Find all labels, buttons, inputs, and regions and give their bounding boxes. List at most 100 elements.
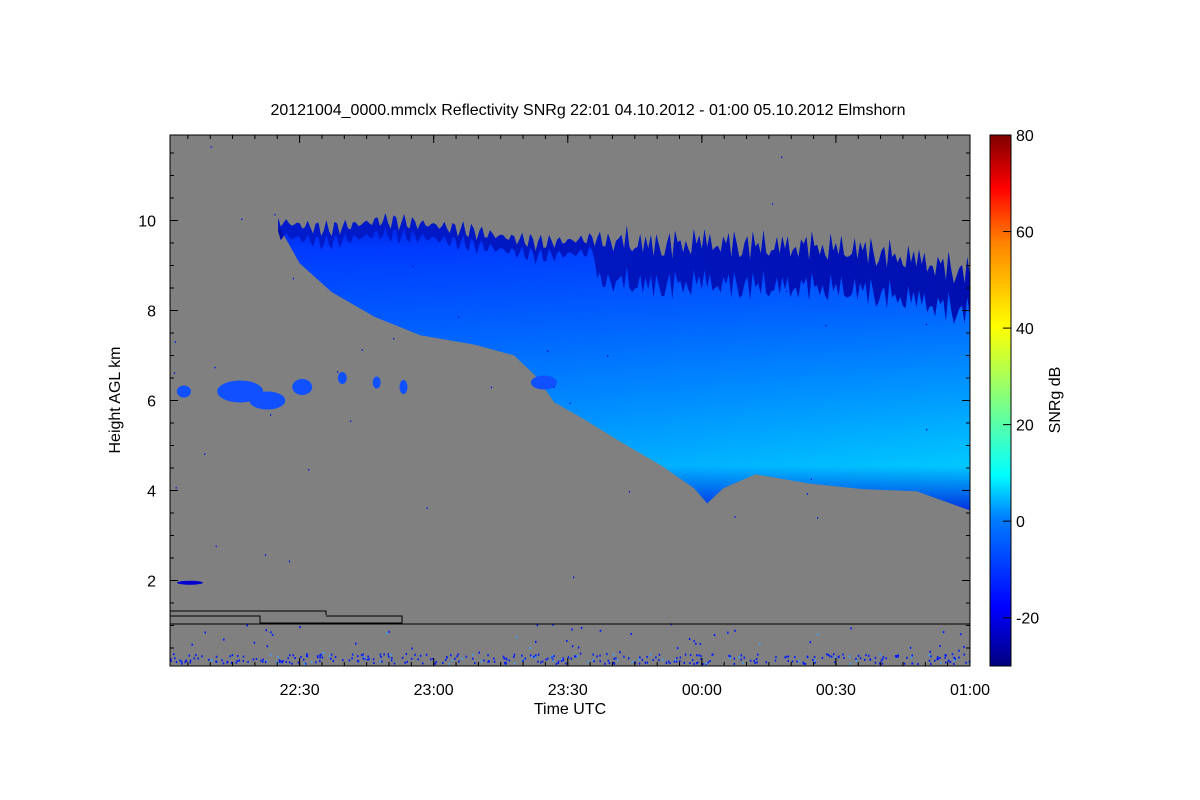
clutter-dot [785, 655, 788, 658]
clutter-dot [616, 659, 619, 662]
clutter-dot [364, 657, 366, 660]
clutter-dot [834, 661, 836, 664]
noise-dot [458, 316, 460, 318]
clutter-dot [448, 662, 450, 665]
clutter-dot [655, 656, 657, 659]
clutter-dot [804, 662, 807, 665]
noise-dot [288, 560, 291, 563]
clutter-dot [461, 657, 463, 660]
clutter-dot [291, 662, 293, 665]
clutter-dot [529, 654, 532, 657]
clutter-dot [226, 660, 229, 663]
y-tick-label: 8 [147, 304, 156, 321]
clutter-dot [503, 657, 505, 660]
noise-dot [785, 290, 788, 292]
clutter-dot [675, 660, 678, 663]
clutter-dot [709, 660, 711, 662]
clutter-dot [456, 655, 458, 658]
x-tick-label: 23:30 [548, 682, 588, 699]
clutter-dot [379, 653, 382, 656]
clutter-dot [641, 658, 643, 661]
clutter-dot [613, 657, 615, 660]
clutter-dot [843, 657, 845, 659]
clutter-dot [174, 657, 176, 660]
clutter-dot [936, 656, 939, 658]
clutter-dot [571, 628, 573, 631]
clutter-dot [381, 660, 383, 663]
clutter-dot [939, 656, 941, 659]
noise-dot [825, 324, 827, 327]
clutter-dot [599, 654, 601, 657]
clutter-dot [223, 638, 225, 641]
clutter-dot [458, 660, 460, 663]
noise-dot [965, 274, 968, 276]
clutter-dot [457, 653, 459, 656]
clutter-dot [367, 655, 369, 658]
clutter-dot [184, 661, 186, 664]
clutter-dot [757, 653, 759, 656]
clutter-dot [391, 657, 393, 660]
clutter-dot [939, 645, 941, 647]
clutter-dot [275, 661, 278, 664]
clutter-dot [828, 655, 831, 658]
clutter-dot [442, 662, 444, 664]
clutter-dot [575, 655, 577, 658]
noise-dot [926, 428, 928, 431]
clutter-dot [524, 657, 526, 660]
clutter-dot [849, 662, 852, 665]
clutter-dot [332, 660, 335, 662]
clutter-dot [607, 659, 610, 662]
clutter-dot [740, 654, 743, 657]
clutter-dot [175, 661, 178, 664]
clutter-dot [356, 659, 359, 662]
clutter-dot [612, 653, 615, 656]
clutter-dot [410, 657, 413, 660]
clutter-dot [669, 662, 671, 665]
clutter-dot [401, 656, 404, 659]
clutter-dot [237, 655, 239, 657]
clutter-dot [434, 662, 436, 665]
clutter-dot [729, 655, 732, 658]
y-tick-label: 6 [147, 394, 156, 411]
clutter-dot [417, 658, 419, 661]
clutter-dot [774, 659, 777, 662]
clutter-dot [906, 656, 908, 659]
clutter-dot [561, 658, 563, 661]
clutter-dot [945, 661, 947, 664]
clutter-dot [859, 657, 862, 660]
clutter-dot [593, 660, 595, 663]
clutter-dot [881, 662, 884, 665]
clutter-dot [552, 659, 555, 662]
clutter-dot [742, 662, 744, 665]
clutter-dot [297, 661, 300, 664]
clutter-dot [865, 654, 867, 657]
clutter-dot [631, 661, 633, 664]
clutter-dot [317, 656, 319, 659]
clutter-dot [266, 645, 269, 648]
noise-dot [337, 371, 339, 373]
clutter-dot [406, 660, 408, 663]
clutter-dot [253, 641, 256, 644]
near-field-lines [170, 610, 970, 625]
noise-dot [350, 420, 352, 422]
clutter-dot [388, 630, 390, 633]
cloud-patch [176, 385, 191, 398]
clutter-dot [474, 662, 476, 665]
clutter-dot [278, 660, 281, 663]
clutter-dot [881, 658, 884, 661]
clutter-dot [319, 654, 321, 657]
clutter-dot [592, 658, 594, 661]
cloud-patch [399, 380, 408, 394]
clutter-dot [386, 632, 388, 635]
clutter-dot [545, 658, 547, 661]
clutter-dot [699, 643, 702, 645]
clutter-dot [278, 659, 281, 662]
clutter-dot [404, 661, 406, 664]
clutter-dot [215, 655, 218, 658]
clutter-dot [646, 655, 648, 658]
clutter-dot [531, 655, 533, 658]
clutter-dot [478, 651, 480, 654]
clutter-dot [444, 659, 447, 662]
clutter-dot [487, 654, 489, 657]
